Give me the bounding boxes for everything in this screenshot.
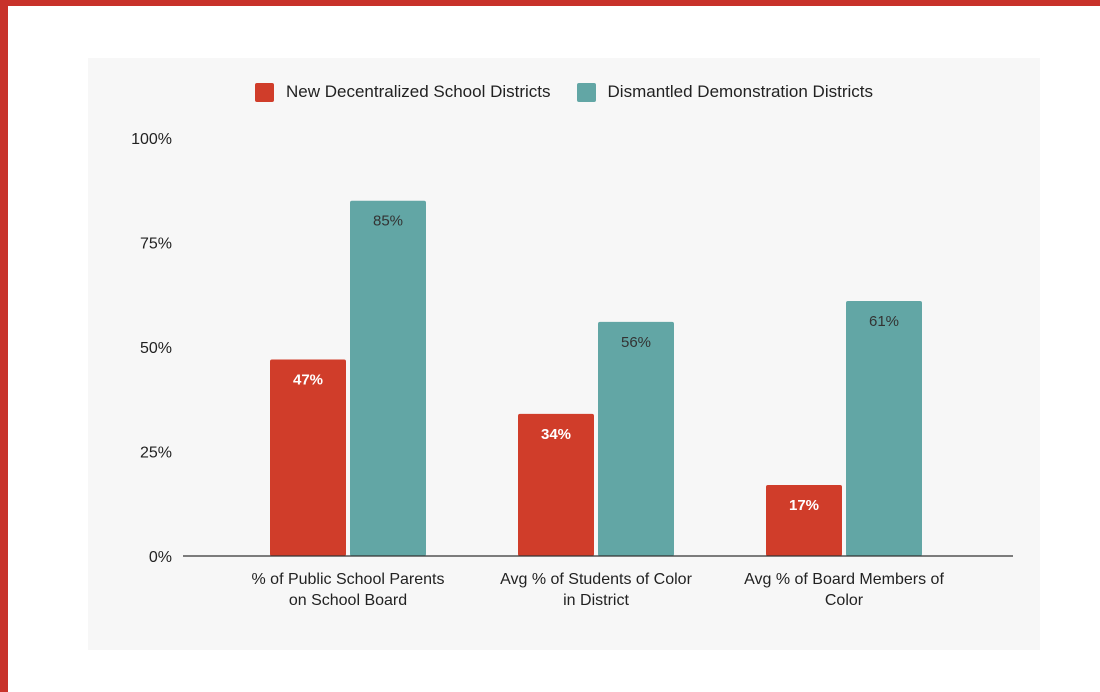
bar-new-decentralized <box>518 413 594 556</box>
y-tick-label: 0% <box>149 549 172 566</box>
bar-dismantled-demonstration <box>350 200 426 556</box>
data-label: 47% <box>293 372 323 389</box>
bar-chart: New Decentralized School Districts Disma… <box>88 58 1040 650</box>
x-category-label: % of Public School Parents <box>252 571 445 588</box>
data-label: 17% <box>789 497 819 514</box>
y-tick-label: 100% <box>131 131 172 148</box>
x-category-label: Avg % of Students of Color <box>500 571 692 588</box>
legend-label-new-decentralized: New Decentralized School Districts <box>285 82 551 101</box>
legend-label-dismantled-demonstration: Dismantled Demonstration Districts <box>607 82 873 101</box>
x-category-label: in District <box>563 592 629 609</box>
bar-new-decentralized <box>766 484 842 556</box>
x-category-label: on School Board <box>289 592 407 609</box>
y-tick-label: 75% <box>140 236 172 253</box>
bar-new-decentralized <box>270 359 346 556</box>
data-label: 34% <box>541 426 571 443</box>
y-tick-label: 25% <box>140 445 172 462</box>
chart-legend: New Decentralized School Districts Disma… <box>88 82 1040 102</box>
bar-dismantled-demonstration <box>846 301 922 556</box>
data-label: 61% <box>869 313 899 330</box>
legend-item-new-decentralized: New Decentralized School Districts <box>254 82 551 102</box>
x-category-label: Avg % of Board Members of <box>744 571 944 588</box>
plot-area: 0% 25% 50% 75% 100% 47% 34% 17% 85% 56% 61% % of Pu… <box>131 131 1013 609</box>
data-label: 56% <box>621 334 651 351</box>
legend-swatch-new-decentralized <box>254 82 274 102</box>
x-category-label: Color <box>825 592 864 609</box>
data-label: 85% <box>373 213 403 230</box>
y-tick-label: 50% <box>140 340 172 357</box>
legend-item-dismantled-demonstration: Dismantled Demonstration Districts <box>576 82 873 102</box>
page-frame: New Decentralized School Districts Disma… <box>8 6 1100 692</box>
legend-swatch-dismantled-demonstration <box>576 82 596 102</box>
bar-dismantled-demonstration <box>598 321 674 556</box>
